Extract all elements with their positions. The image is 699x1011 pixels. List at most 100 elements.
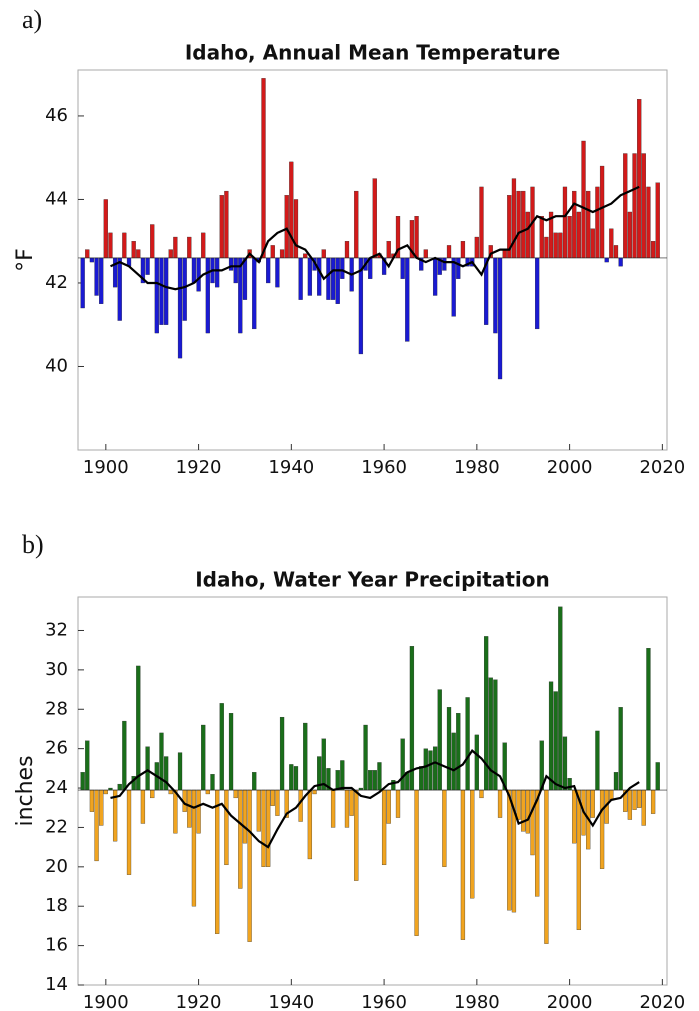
bar: [261, 789, 266, 867]
bar: [289, 161, 294, 259]
bar: [94, 789, 99, 862]
bar: [409, 646, 415, 791]
bar: [117, 783, 122, 791]
bar: [233, 257, 238, 284]
bar: [655, 762, 660, 791]
bar: [108, 232, 113, 259]
bar: [136, 249, 141, 259]
bar: [511, 178, 517, 259]
bar: [650, 241, 656, 259]
bar: [94, 257, 99, 296]
bar: [428, 750, 433, 791]
bar: [80, 257, 85, 309]
bar: [516, 190, 521, 259]
bar: [196, 789, 201, 834]
y-tick-label: 24: [45, 777, 68, 798]
bar: [330, 257, 336, 300]
y-tick-label: 22: [45, 816, 68, 837]
bar: [103, 199, 108, 259]
bar: [126, 789, 132, 875]
x-tick-label: 2020: [639, 457, 685, 478]
bar: [270, 245, 275, 259]
bar: [400, 257, 405, 279]
bar: [238, 789, 243, 889]
smoothed-line: [110, 748, 640, 849]
bar: [335, 770, 340, 791]
bar: [242, 789, 248, 844]
bar: [252, 257, 257, 330]
bar: [228, 713, 234, 791]
bar: [641, 153, 646, 259]
x-tick-label: 1940: [268, 992, 314, 1011]
bar: [168, 789, 173, 795]
bar: [632, 789, 637, 810]
bar: [224, 190, 229, 259]
bar: [637, 99, 642, 259]
y-axis-label: °F: [13, 248, 38, 272]
bar: [386, 789, 391, 824]
bar: [646, 648, 651, 791]
bar: [368, 770, 373, 791]
bar: [279, 716, 285, 791]
bar: [256, 789, 261, 832]
bar: [530, 789, 535, 856]
y-tick-label: 18: [45, 895, 68, 916]
bar: [307, 257, 313, 296]
bar: [99, 789, 104, 826]
bar: [521, 789, 526, 832]
bar: [414, 216, 419, 259]
bar: [567, 216, 572, 259]
bar: [344, 789, 350, 828]
bar: [558, 606, 563, 791]
bar: [655, 182, 660, 259]
bar: [562, 736, 568, 791]
bar: [493, 257, 498, 334]
bar: [242, 257, 248, 300]
bar: [201, 232, 206, 259]
bar: [163, 257, 169, 325]
smoothed-line: [110, 185, 640, 291]
panel-label: b): [22, 530, 44, 559]
bar: [535, 789, 540, 897]
bar: [460, 241, 466, 259]
bar: [270, 789, 275, 806]
bar: [502, 249, 507, 259]
bar: [349, 789, 354, 816]
bar: [381, 789, 387, 866]
bar: [89, 789, 95, 812]
bar: [590, 789, 595, 818]
bar: [446, 245, 452, 259]
bar: [275, 257, 280, 288]
bar: [576, 789, 582, 931]
bar: [131, 241, 136, 259]
bar: [159, 732, 164, 791]
bar: [474, 734, 479, 791]
y-tick-label: 16: [45, 935, 68, 956]
bar: [177, 257, 183, 359]
bar: [460, 789, 466, 940]
x-tick-label: 1940: [268, 457, 314, 478]
bar: [646, 186, 651, 259]
bar: [488, 677, 493, 791]
bar: [326, 257, 331, 300]
x-tick-label: 1960: [361, 992, 407, 1011]
bar: [344, 241, 350, 259]
bar: [247, 789, 252, 942]
y-tick-label: 26: [45, 738, 68, 759]
bar: [618, 257, 623, 267]
bar: [525, 211, 530, 259]
bar: [548, 681, 554, 791]
bar: [99, 257, 104, 304]
bar: [507, 789, 512, 911]
bar: [89, 257, 95, 263]
bar: [117, 257, 122, 321]
bar: [432, 746, 438, 791]
bar: [289, 764, 294, 791]
bar: [140, 789, 146, 824]
x-tick-label: 2020: [639, 992, 685, 1011]
bar: [233, 789, 238, 799]
bar: [215, 789, 220, 934]
x-tick-label: 1960: [361, 457, 407, 478]
bar: [122, 720, 127, 791]
